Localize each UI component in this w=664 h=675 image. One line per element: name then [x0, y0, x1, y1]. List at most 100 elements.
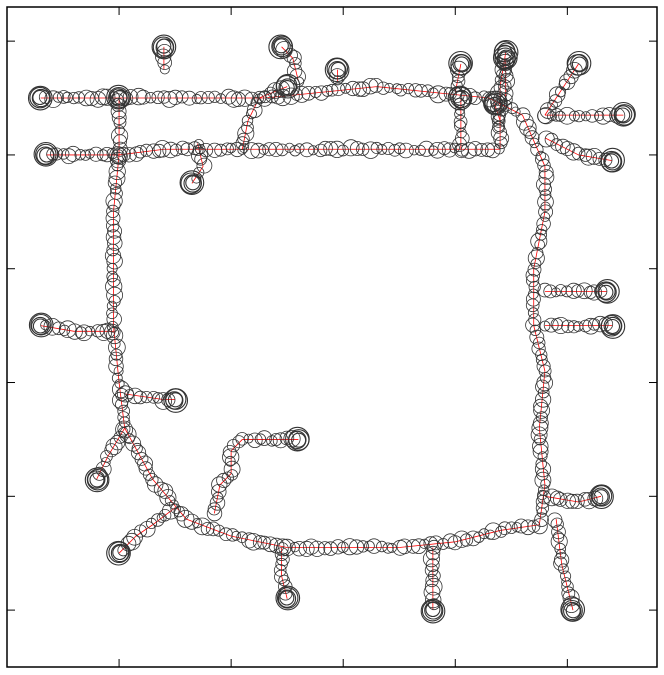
pose-marker: [190, 146, 208, 164]
trajectory-edge: [538, 484, 546, 525]
pose-marker: [52, 91, 65, 103]
pose-marker: [107, 175, 123, 190]
pose-marker: [123, 433, 135, 445]
pose-marker: [237, 132, 250, 146]
branch-end-marker: [110, 543, 130, 563]
trajectory-edge: [152, 478, 187, 520]
pose-marker: [194, 152, 208, 166]
pose-marker: [455, 143, 469, 157]
pose-marker: [169, 143, 183, 157]
pose-marker: [193, 517, 212, 536]
pose-marker: [192, 517, 203, 529]
plot-frame: [6, 6, 658, 668]
pose-marker: [355, 81, 371, 97]
pose-marker: [241, 121, 254, 134]
branch-end-marker: [421, 599, 444, 622]
branch-end-marker: [603, 152, 622, 171]
pose-marker: [478, 528, 490, 540]
pose-marker: [349, 141, 365, 156]
pose-marker: [176, 510, 195, 528]
pose-marker: [536, 374, 553, 392]
pose-marker: [241, 532, 258, 549]
pose-marker: [544, 132, 559, 147]
pose-marker: [461, 87, 478, 105]
pose-marker: [532, 415, 549, 432]
pose-marker: [126, 528, 143, 546]
branch-end-marker: [563, 601, 582, 621]
pose-marker: [183, 513, 200, 530]
pose-marker: [330, 539, 346, 555]
pose-marker: [586, 284, 603, 301]
pose-marker: [382, 542, 394, 554]
branch-end-marker: [613, 104, 636, 126]
pose-marker: [429, 142, 446, 159]
pose-marker: [254, 93, 265, 104]
pose-marker: [276, 552, 290, 567]
branch-end-marker: [454, 56, 470, 72]
pose-marker: [539, 189, 552, 201]
pose-marker: [111, 372, 123, 384]
pose-marker: [191, 93, 202, 105]
branch-end-marker: [163, 388, 189, 413]
pose-marker: [231, 530, 242, 541]
pose-marker: [96, 149, 109, 162]
pose-marker: [569, 110, 580, 122]
pose-marker: [328, 140, 346, 158]
pose-marker: [459, 91, 470, 102]
pose-marker: [274, 547, 289, 561]
branch-end-marker: [330, 61, 346, 77]
pose-marker: [376, 143, 388, 155]
pose-marker: [175, 140, 190, 155]
pose-marker: [293, 86, 311, 103]
pose-marker: [422, 550, 440, 568]
pose-marker: [235, 432, 249, 446]
pose-marker: [537, 451, 548, 462]
pose-marker: [594, 107, 612, 125]
pose-marker: [497, 79, 512, 93]
pose-marker: [211, 476, 228, 493]
pose-markers: [27, 34, 636, 624]
pose-marker: [194, 91, 208, 105]
pose-marker: [537, 490, 552, 505]
pose-marker: [133, 390, 148, 405]
pose-marker: [115, 397, 129, 411]
pose-marker: [105, 210, 121, 226]
branch-end-marker: [493, 39, 519, 65]
pose-marker: [531, 247, 544, 260]
pose-marker: [317, 541, 332, 556]
pose-marker: [506, 102, 519, 115]
pose-marker: [151, 90, 165, 105]
pose-marker: [106, 270, 118, 283]
pose-marker: [67, 92, 80, 105]
pose-marker: [425, 573, 439, 588]
pose-marker: [284, 142, 295, 153]
pose-marker: [529, 324, 542, 337]
pose-marker: [205, 521, 221, 537]
pose-marker: [134, 524, 148, 538]
pose-marker: [531, 419, 549, 437]
pose-marker: [113, 430, 127, 444]
pose-marker: [106, 286, 123, 304]
pose-marker: [376, 81, 390, 95]
pose-marker: [414, 84, 428, 98]
branch-end-marker: [591, 487, 610, 506]
pose-marker: [582, 317, 600, 335]
pose-marker: [220, 88, 237, 105]
pose-marker: [224, 455, 236, 467]
pose-marker: [286, 63, 303, 79]
pose-marker: [309, 86, 322, 99]
pose-marker: [211, 484, 227, 500]
pose-marker: [569, 493, 585, 509]
branch-end-marker: [565, 603, 581, 619]
pose-marker: [268, 141, 284, 157]
pose-marker: [527, 307, 539, 319]
pose-marker: [587, 318, 601, 331]
pose-marker: [108, 169, 126, 187]
pose-marker: [106, 262, 118, 274]
branch-end-marker: [32, 89, 48, 106]
pose-marker: [535, 379, 550, 395]
pose-marker: [494, 74, 506, 86]
pose-marker: [394, 83, 408, 97]
pose-marker: [425, 545, 441, 561]
pose-marker: [532, 443, 549, 460]
